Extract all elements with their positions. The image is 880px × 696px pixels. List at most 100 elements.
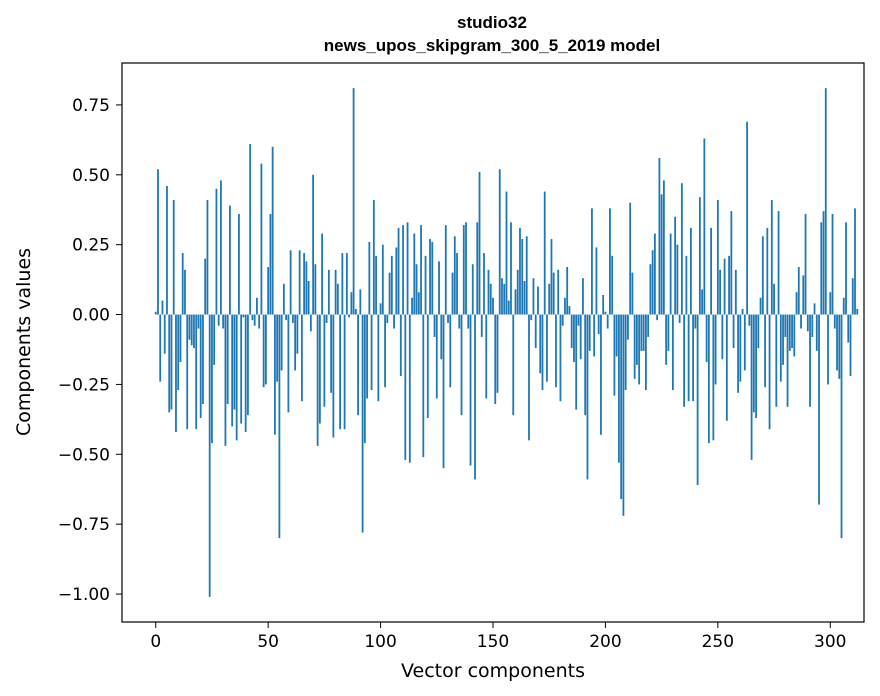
bar-184 xyxy=(568,306,571,315)
bar-232 xyxy=(676,244,679,315)
bar-123 xyxy=(431,241,434,315)
bar-219 xyxy=(647,314,650,337)
x-tick-label: 100 xyxy=(364,632,396,652)
bar-221 xyxy=(651,250,654,315)
bar-15 xyxy=(188,314,191,340)
bar-94 xyxy=(366,314,368,399)
bar-45 xyxy=(256,297,258,315)
bar-158 xyxy=(510,222,512,315)
bar-115 xyxy=(413,233,416,315)
bar-81 xyxy=(336,283,339,315)
bar-148 xyxy=(487,269,490,315)
bar-256 xyxy=(730,211,733,315)
bar-192 xyxy=(586,314,589,480)
bar-0 xyxy=(154,311,157,315)
bar-214 xyxy=(636,314,638,365)
bar-97 xyxy=(372,199,375,315)
y-tick-label: 0.00 xyxy=(72,306,110,326)
bar-125 xyxy=(435,314,438,399)
bar-286 xyxy=(797,267,800,315)
bar-132 xyxy=(451,272,454,315)
bar-258 xyxy=(734,269,737,315)
bar-247 xyxy=(710,227,712,315)
bar-137 xyxy=(462,225,465,315)
bar-178 xyxy=(555,314,557,388)
bar-279 xyxy=(782,314,784,365)
bar-4 xyxy=(163,314,166,354)
bar-288 xyxy=(802,275,805,315)
y-tick-label: 0.50 xyxy=(72,166,110,186)
bar-254 xyxy=(725,314,728,421)
bar-196 xyxy=(595,247,598,315)
bar-250 xyxy=(716,199,719,315)
bar-112 xyxy=(406,222,409,315)
bar-226 xyxy=(662,180,665,315)
chart-subtitle: news_upos_skipgram_300_5_2019 model xyxy=(324,36,660,55)
bar-191 xyxy=(584,314,587,416)
bar-147 xyxy=(485,314,488,399)
bar-124 xyxy=(433,314,436,337)
plot-frame xyxy=(121,62,865,623)
bar-169 xyxy=(534,314,537,349)
bar-135 xyxy=(458,314,461,329)
bar-227 xyxy=(665,314,668,365)
bar-287 xyxy=(800,314,802,329)
bar-127 xyxy=(440,314,443,360)
bar-6 xyxy=(168,314,171,413)
bar-5 xyxy=(166,185,168,315)
bar-98 xyxy=(375,255,377,315)
bar-107 xyxy=(395,247,398,315)
bar-39 xyxy=(242,314,245,318)
bar-71 xyxy=(314,264,317,315)
bar-108 xyxy=(397,227,400,315)
bar-43 xyxy=(251,314,254,321)
bar-176 xyxy=(550,239,553,315)
bar-291 xyxy=(809,314,811,407)
bar-217 xyxy=(642,314,645,351)
bar-36 xyxy=(235,314,238,441)
bar-261 xyxy=(741,308,744,315)
bar-32 xyxy=(226,314,229,404)
x-ticks-layer: 0 50 100 150 200 250 300 xyxy=(150,622,846,652)
bar-66 xyxy=(303,253,306,315)
bar-31 xyxy=(224,314,227,446)
bar-153 xyxy=(498,169,501,315)
bar-240 xyxy=(694,314,697,329)
bar-248 xyxy=(712,314,715,441)
bar-51 xyxy=(269,213,272,315)
bar-82 xyxy=(339,314,341,430)
bar-136 xyxy=(460,314,463,416)
bar-144 xyxy=(478,172,481,315)
y-axis-label: Components values xyxy=(13,248,35,436)
bar-69 xyxy=(309,314,312,332)
bar-305 xyxy=(840,314,843,539)
bar-201 xyxy=(606,314,609,329)
y-tick-label: −1.00 xyxy=(58,585,110,605)
bar-249 xyxy=(714,314,717,385)
bar-298 xyxy=(824,88,827,315)
bar-302 xyxy=(833,314,836,329)
bar-262 xyxy=(743,314,746,371)
bar-160 xyxy=(514,289,517,315)
bar-234 xyxy=(680,183,683,315)
bar-267 xyxy=(755,314,757,418)
bar-63 xyxy=(296,314,299,354)
bar-273 xyxy=(768,314,771,430)
bar-307 xyxy=(845,222,847,315)
bar-93 xyxy=(363,314,366,444)
bar-141 xyxy=(471,264,474,315)
bar-270 xyxy=(761,236,764,315)
bar-55 xyxy=(278,314,281,539)
y-tick-label: −0.50 xyxy=(58,445,110,465)
bar-257 xyxy=(732,314,735,349)
bar-295 xyxy=(818,314,820,505)
bar-175 xyxy=(548,283,551,315)
bar-285 xyxy=(795,292,798,315)
bar-87 xyxy=(350,292,353,315)
bar-296 xyxy=(820,222,823,315)
bar-17 xyxy=(193,314,195,349)
bar-195 xyxy=(593,314,596,357)
bar-83 xyxy=(341,253,344,315)
bar-54 xyxy=(276,314,279,382)
bar-193 xyxy=(588,314,591,351)
